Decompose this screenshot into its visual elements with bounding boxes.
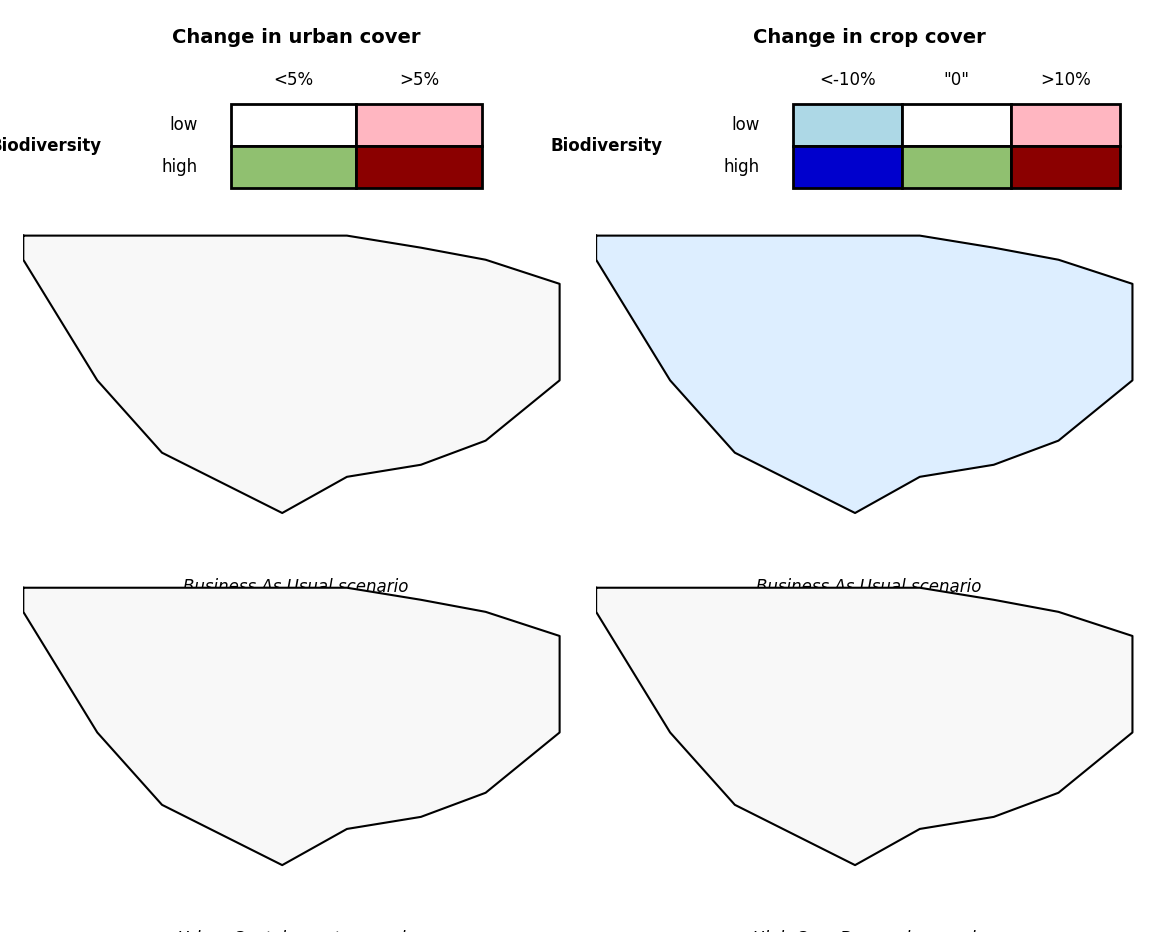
Polygon shape xyxy=(596,236,1132,513)
Bar xyxy=(231,146,356,188)
Text: Business As Usual scenario: Business As Usual scenario xyxy=(183,578,409,596)
Text: high: high xyxy=(162,158,198,176)
Text: Biodiversity: Biodiversity xyxy=(0,137,101,156)
Text: High Crop Demand scenario: High Crop Demand scenario xyxy=(751,930,986,932)
Text: low: low xyxy=(169,116,198,134)
Bar xyxy=(902,146,1011,188)
Bar xyxy=(356,104,481,146)
Bar xyxy=(792,104,902,146)
Text: <5%: <5% xyxy=(274,71,313,89)
Bar xyxy=(902,104,1011,146)
Text: <-10%: <-10% xyxy=(819,71,875,89)
Text: "0": "0" xyxy=(944,71,969,89)
Text: Urban Containment scenario: Urban Containment scenario xyxy=(177,930,416,932)
Bar xyxy=(1011,146,1120,188)
Polygon shape xyxy=(23,236,559,513)
Polygon shape xyxy=(23,588,559,865)
Bar xyxy=(231,104,356,146)
Text: Biodiversity: Biodiversity xyxy=(551,137,663,156)
Text: Change in urban cover: Change in urban cover xyxy=(171,28,421,48)
Text: Business As Usual scenario: Business As Usual scenario xyxy=(756,578,982,596)
Text: >5%: >5% xyxy=(398,71,439,89)
Text: high: high xyxy=(723,158,760,176)
Text: >10%: >10% xyxy=(1040,71,1090,89)
Text: Change in crop cover: Change in crop cover xyxy=(753,28,986,48)
Polygon shape xyxy=(596,588,1132,865)
Bar xyxy=(1011,104,1120,146)
Bar xyxy=(792,146,902,188)
Bar xyxy=(356,146,481,188)
Text: low: low xyxy=(732,116,760,134)
